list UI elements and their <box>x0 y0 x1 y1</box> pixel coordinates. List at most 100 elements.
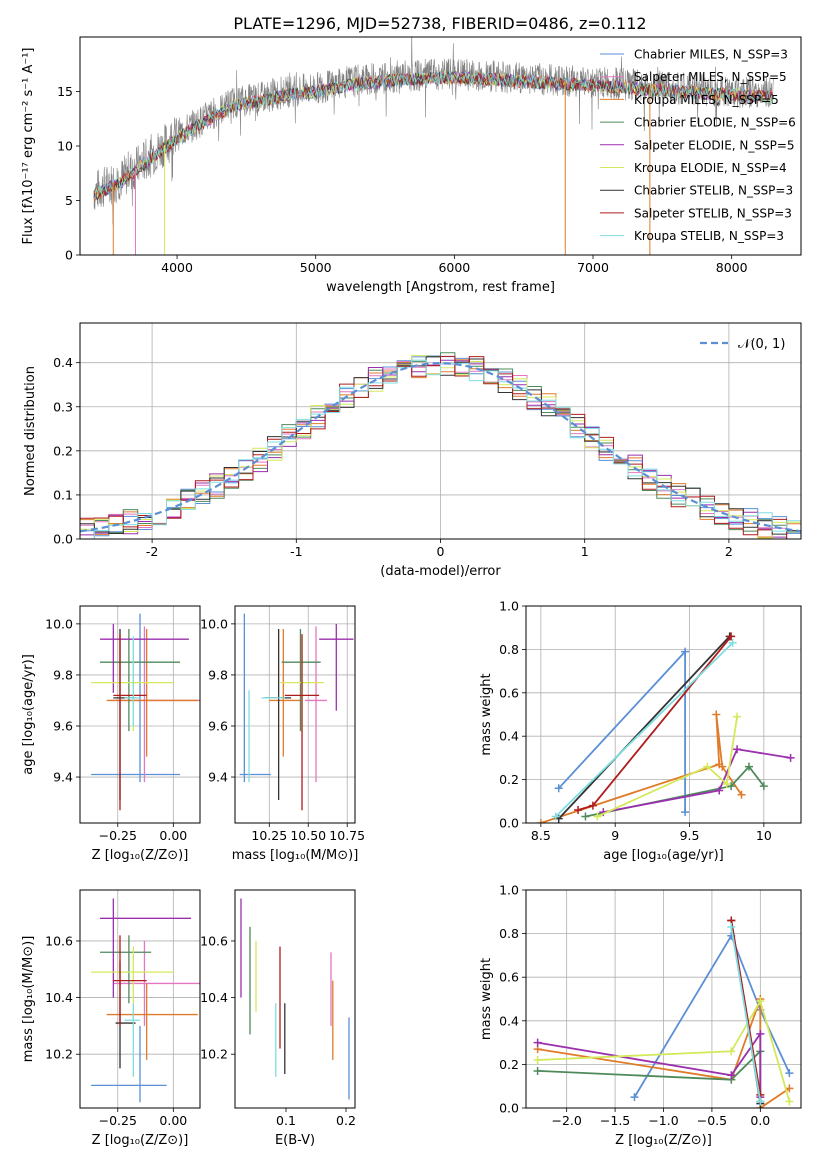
legend-label-7: Salpeter STELIB, N_SSP=3 <box>634 206 792 220</box>
weight-line-7 <box>730 926 762 1102</box>
weight-marker-7-0 <box>551 812 560 821</box>
x-axis-label: wavelength [Angstrom, rest frame] <box>326 280 555 295</box>
weight-line-5 <box>558 635 731 820</box>
weight-marker-4-1 <box>703 762 712 771</box>
x-axis-label: Z [log₁₀(Z/Z⊙)] <box>615 1133 712 1148</box>
weight-line-0 <box>558 649 686 813</box>
y-tick-label: 10 <box>57 139 73 154</box>
weight-marker-1-0 <box>536 819 545 823</box>
x-tick-label: −1.0 <box>648 1113 678 1128</box>
x-tick-label: 0.00 <box>159 828 187 843</box>
weight-marker-6-2 <box>727 632 736 641</box>
weight-vs-Z-plot <box>533 916 794 1108</box>
y-axis-label: mass weight <box>479 673 494 755</box>
ebv-axes: 0.1 0.2 10.2 10.4 10.6 E(B-V) <box>200 933 356 1148</box>
weight-marker-1-3 <box>718 762 727 771</box>
weight-marker-3-2 <box>733 745 742 754</box>
weight-marker-6-1 <box>588 801 597 810</box>
x-tick-label: 0.0 <box>750 1113 770 1128</box>
spectrum-axes: 4000 5000 6000 7000 8000 0 5 10 15 wavelength [An… <box>21 48 748 296</box>
y-tick-label: 9.4 <box>53 770 73 785</box>
weight-marker-2-0 <box>581 812 590 821</box>
spectrum-legend: Chabrier MILES, N_SSP=3 Salpeter MILES, N… <box>600 48 796 243</box>
ebv-plot <box>240 898 350 1100</box>
x-axis-label: Z [log₁₀(Z/Z⊙)] <box>92 1133 189 1148</box>
x-tick-label: 10.50 <box>290 828 326 843</box>
x-tick-label: 2 <box>725 544 733 559</box>
legend-label-8: Kroupa STELIB, N_SSP=3 <box>634 229 784 243</box>
normal-legend-label: 𝒩(0, 1) <box>738 337 785 352</box>
weight-line-6 <box>577 635 732 811</box>
x-tick-label: 10 <box>756 828 772 843</box>
y-tick-label: 9.8 <box>53 667 73 682</box>
age-vs-mass-axes: 10.25 10.50 10.75 9.4 9.6 9.8 10.0 mass [log₁₀(… <box>200 606 365 863</box>
age-vs-mass-plot <box>239 613 354 811</box>
y-tick-label: 10.0 <box>200 616 228 631</box>
weight-marker-4-0 <box>593 812 602 821</box>
spectrum-frame <box>79 36 802 256</box>
histogram-step-8 <box>80 359 801 539</box>
weight-marker-7-1 <box>728 638 737 647</box>
y-tick-label: 0.0 <box>499 1101 519 1116</box>
x-tick-label: 0 <box>437 544 445 559</box>
y-tick-label: 0 <box>65 248 73 263</box>
y-tick-label: 9.6 <box>53 718 73 733</box>
y-tick-label: 0.2 <box>53 443 73 458</box>
x-tick-label: 8000 <box>716 260 748 275</box>
weight-marker-3-2 <box>756 1029 765 1038</box>
x-tick-label: 0.00 <box>159 1113 187 1128</box>
weight-marker-3-0 <box>533 1038 542 1047</box>
x-axis-label: (data-model)/error <box>380 564 501 579</box>
weight-marker-3-1 <box>727 1071 736 1080</box>
x-tick-label: −0.25 <box>99 828 137 843</box>
x-tick-label: −2.0 <box>551 1113 581 1128</box>
spectrum-plot <box>93 37 774 255</box>
weight-marker-0-0 <box>630 1093 639 1102</box>
mass-vs-Z-frame <box>79 889 201 1109</box>
ebv-frame <box>234 889 356 1109</box>
weight-line-3 <box>537 1031 762 1098</box>
legend-label-1: Salpeter MILES, N_SSP=5 <box>634 70 787 84</box>
y-tick-label: 0.2 <box>499 772 519 787</box>
weight-marker-2-0 <box>533 1066 542 1075</box>
y-axis-label: Flux [fλ10⁻¹⁷ erg cm⁻² s⁻¹ A⁻¹] <box>21 48 36 245</box>
y-tick-label: 10.0 <box>45 616 73 631</box>
weight-vs-age-frame <box>525 605 802 824</box>
weight-marker-0-1 <box>681 647 690 656</box>
y-tick-label: 0.6 <box>499 685 519 700</box>
mass-vs-Z-plot <box>91 898 200 1103</box>
weight-line-4 <box>537 998 791 1102</box>
y-axis-label: age [log₁₀(age/yr)] <box>21 654 36 775</box>
legend-label-3: Chabrier ELODIE, N_SSP=6 <box>634 116 796 130</box>
weight-marker-3-1 <box>715 786 724 795</box>
x-axis-label: E(B-V) <box>275 1133 315 1148</box>
weight-marker-6-0 <box>574 805 583 814</box>
y-tick-label: 0.4 <box>499 729 519 744</box>
x-tick-label: 9 <box>611 828 619 843</box>
weight-marker-0-3 <box>785 1069 794 1078</box>
weight-line-6 <box>730 920 762 1096</box>
weight-marker-4-1 <box>727 1047 736 1056</box>
y-tick-label: 0.8 <box>499 926 519 941</box>
x-tick-label: 0.1 <box>276 1113 296 1128</box>
x-tick-label: -2 <box>146 544 158 559</box>
y-tick-label: 0.1 <box>53 487 73 502</box>
weight-marker-2-2 <box>744 762 753 771</box>
y-tick-label: 5 <box>65 193 73 208</box>
model-spectrum-8 <box>93 70 774 199</box>
y-axis-label: Normed distribution <box>23 366 38 496</box>
weight-marker-1-4 <box>785 1084 794 1093</box>
y-tick-label: 10.4 <box>200 990 228 1005</box>
x-tick-label: −1.5 <box>600 1113 630 1128</box>
weight-line-7 <box>555 642 734 818</box>
x-axis-label: mass [log₁₀(M/M⊙)] <box>232 848 359 863</box>
x-tick-label: 7000 <box>577 260 609 275</box>
y-tick-label: 15 <box>57 84 73 99</box>
x-tick-label: 9.5 <box>680 828 700 843</box>
age-vs-Z-frame <box>79 605 201 824</box>
weight-marker-2-1 <box>727 782 736 791</box>
weight-marker-7-0 <box>727 923 736 932</box>
x-tick-label: −0.5 <box>697 1113 727 1128</box>
weight-marker-4-2 <box>756 997 765 1006</box>
